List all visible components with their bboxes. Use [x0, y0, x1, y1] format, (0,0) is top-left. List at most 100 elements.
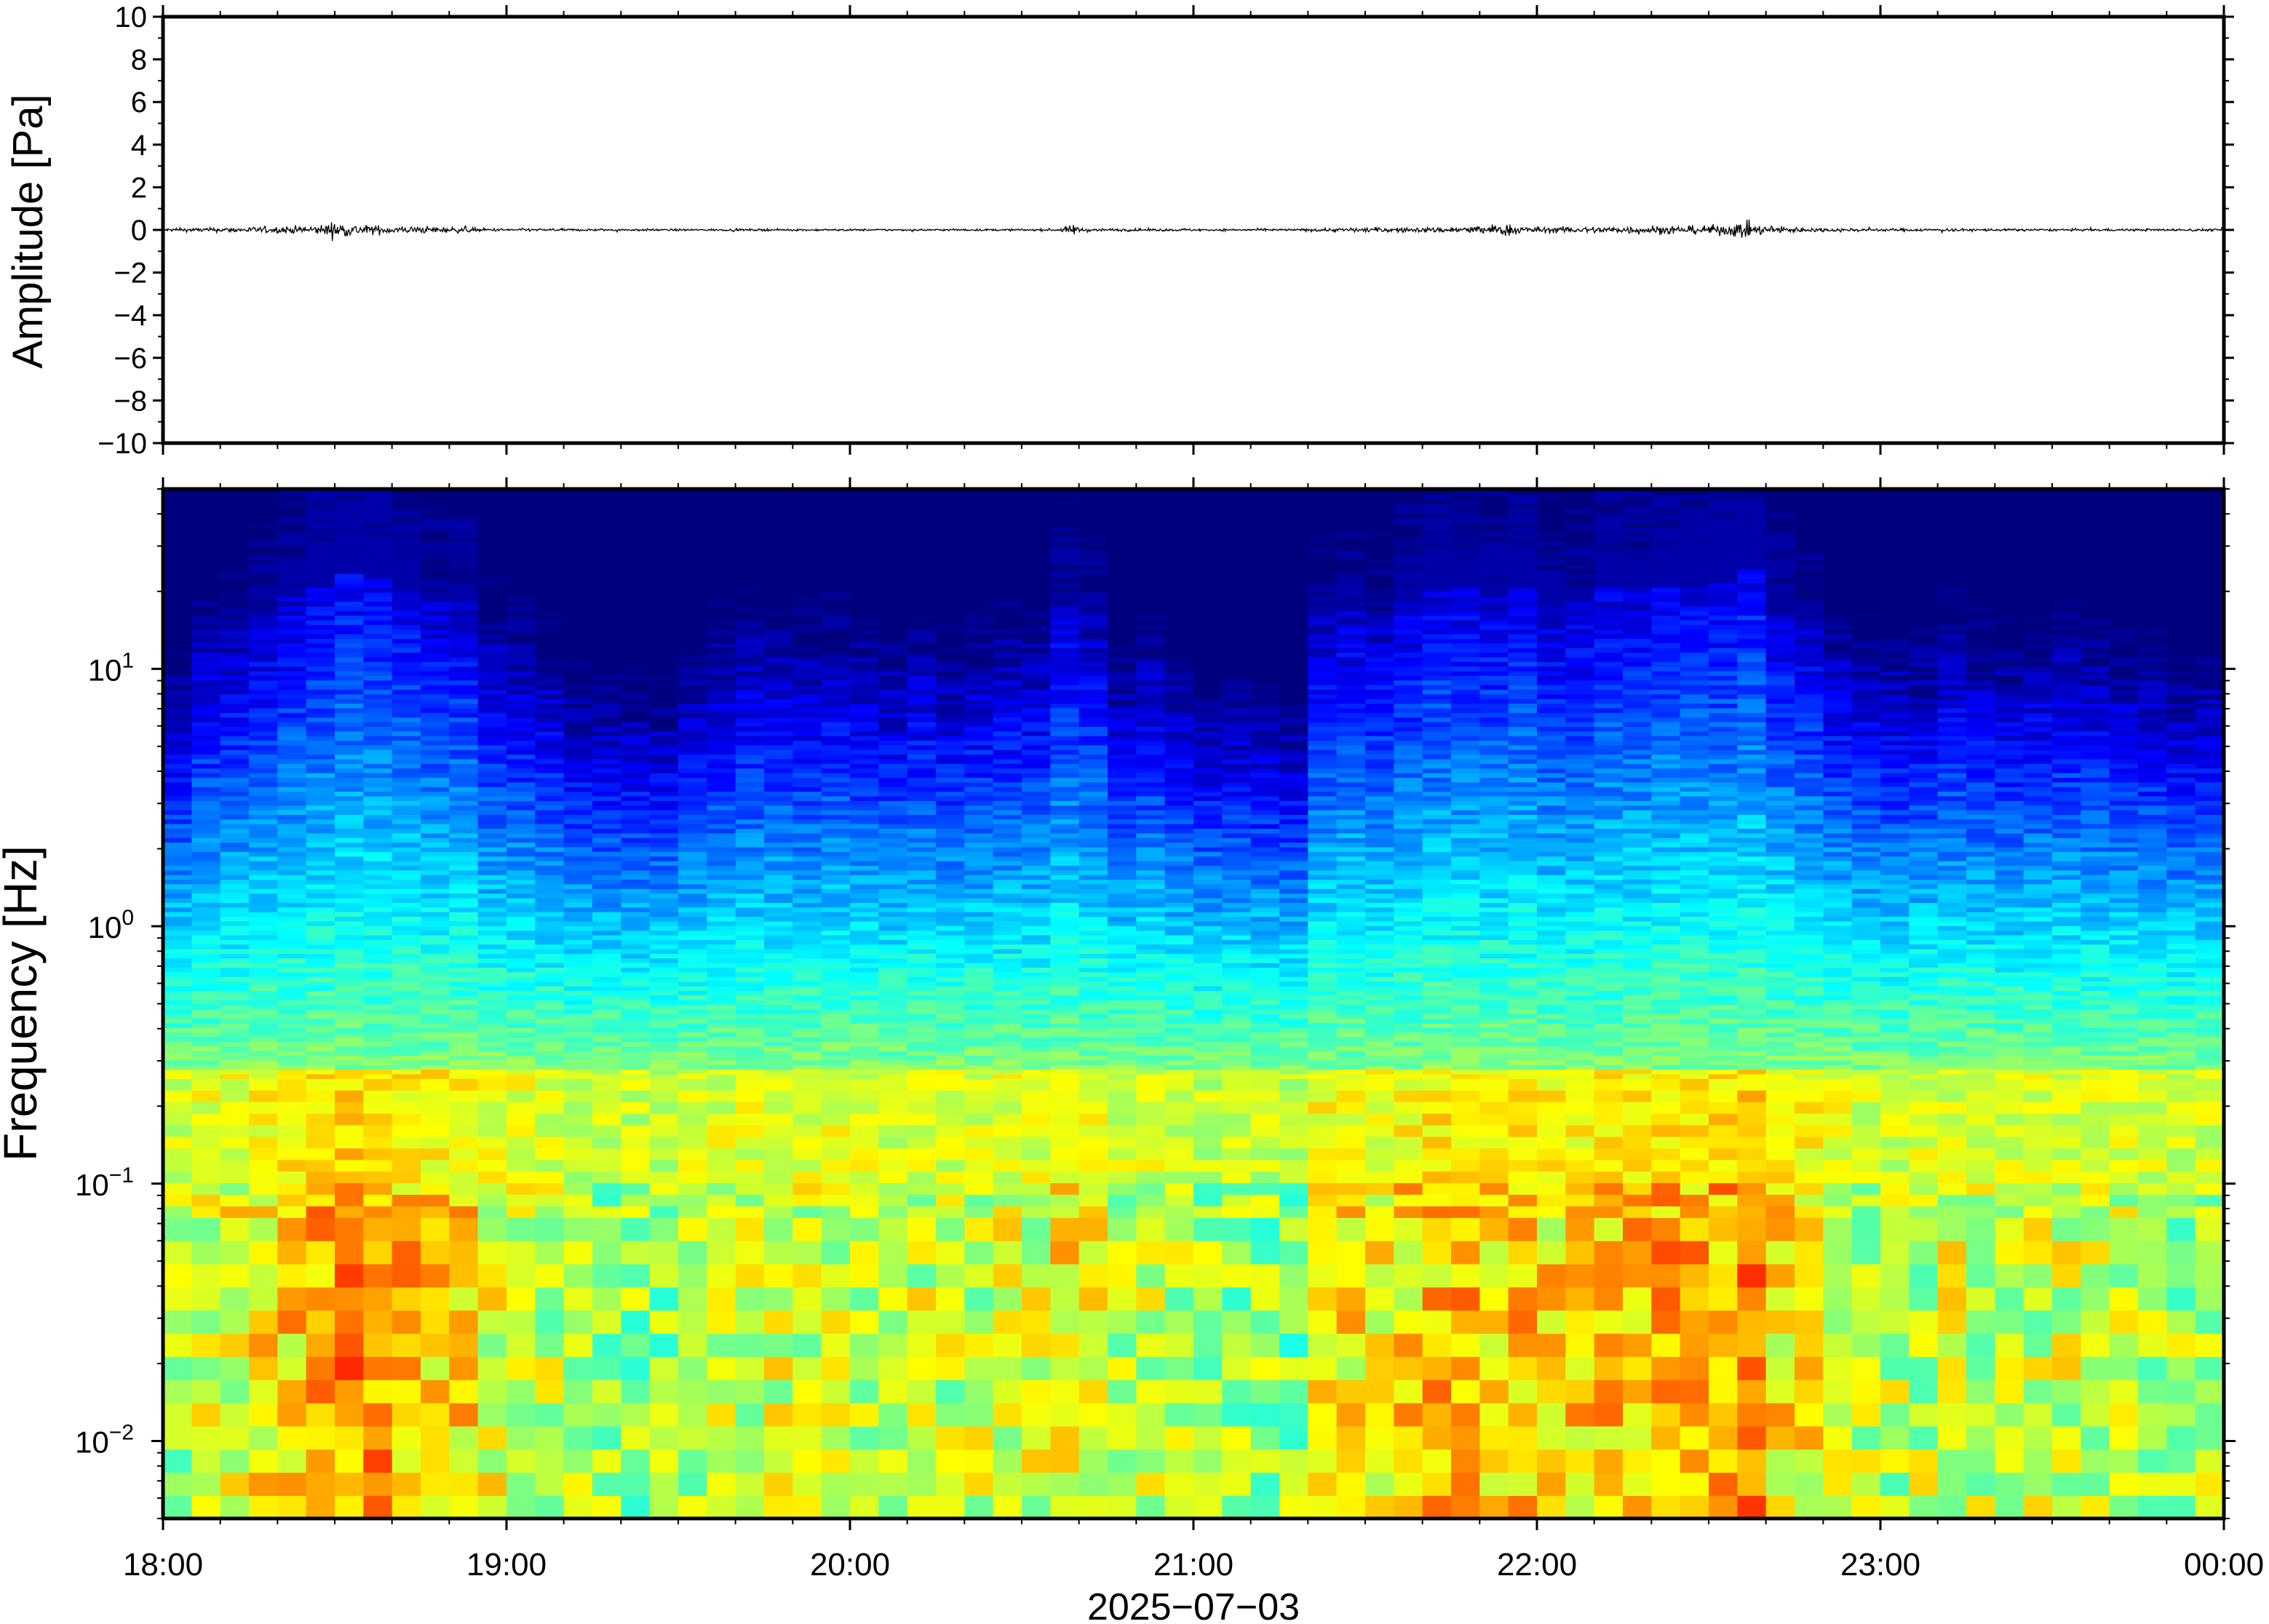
spectrogram-cell: [1050, 754, 1080, 760]
spectrogram-cell: [563, 1036, 593, 1042]
spectrogram-cell: [907, 860, 937, 866]
spectrogram-cell: [1022, 698, 1052, 704]
spectrogram-cell: [277, 1136, 307, 1149]
spectrogram-cell: [220, 568, 250, 574]
spectrogram-cell: [392, 1495, 421, 1518]
spectrogram-cell: [535, 550, 565, 556]
spectrogram-cell: [936, 642, 966, 648]
spectrogram-cell: [964, 846, 994, 852]
spectrogram-cell: [764, 856, 794, 861]
spectrogram-cell: [907, 536, 937, 542]
spectrogram-cell: [907, 559, 937, 565]
spectrogram-cell: [191, 1032, 221, 1038]
spectrogram-cell: [306, 809, 335, 815]
waveform-y-tick-label: 8: [131, 44, 147, 76]
spectrogram-cell: [850, 1263, 880, 1288]
spectrogram-cell: [477, 948, 507, 954]
spectrogram-cell: [907, 661, 937, 667]
spectrogram-cell: [335, 624, 365, 630]
spectrogram-cell: [707, 781, 736, 787]
spectrogram-cell: [335, 749, 365, 755]
spectrogram-cell: [392, 703, 421, 709]
spectrogram-cell: [735, 517, 765, 523]
spectrogram-cell: [277, 791, 307, 797]
spectrogram-cell: [306, 615, 335, 621]
spectrogram-cell: [821, 1182, 851, 1195]
spectrogram-cell: [592, 1050, 622, 1056]
spectrogram-cell: [477, 1263, 507, 1288]
spectrogram-cell: [993, 661, 1022, 667]
spectrogram-cell: [163, 1171, 193, 1184]
spectrogram-cell: [163, 689, 193, 695]
spectrogram-cell: [506, 958, 536, 963]
spectrogram-cell: [649, 976, 679, 982]
spectrogram-cell: [735, 1147, 765, 1161]
spectrogram-cell: [477, 647, 507, 653]
spectrogram-cell: [850, 1286, 880, 1311]
spectrogram-cell: [621, 883, 651, 889]
spectrogram-cell: [621, 735, 651, 741]
spectrogram-cell: [964, 578, 994, 584]
spectrogram-cell: [506, 842, 536, 848]
spectrogram-cell: [421, 624, 450, 630]
spectrogram-cell: [163, 624, 193, 630]
spectrogram-cell: [249, 893, 279, 899]
spectrogram-cell: [163, 1495, 193, 1518]
spectrogram-cell: [764, 1333, 794, 1357]
spectrogram-cell: [449, 1333, 479, 1357]
spectrogram-cell: [964, 652, 994, 658]
spectrogram-cell: [792, 564, 822, 570]
spectrogram-cell: [306, 907, 335, 912]
spectrogram-cell: [907, 1059, 937, 1065]
spectrogram-cell: [277, 865, 307, 871]
spectrogram-cell: [592, 1240, 622, 1265]
spectrogram-cell: [535, 920, 565, 926]
spectrogram-cell: [421, 522, 450, 528]
spectrogram-cell: [993, 531, 1022, 537]
spectrogram-cell: [821, 879, 851, 885]
spectrogram-cell: [392, 642, 421, 648]
spectrogram-cell: [821, 1449, 851, 1473]
spectrogram-cell: [878, 1240, 908, 1265]
spectrogram-cell: [964, 902, 994, 908]
spectrogram-cell: [163, 1073, 193, 1079]
spectrogram-cell: [1022, 874, 1052, 880]
spectrogram-cell: [477, 1013, 507, 1019]
spectrogram-cell: [249, 1022, 279, 1028]
spectrogram-cell: [249, 661, 279, 667]
spectrogram-cell: [249, 842, 279, 848]
spectrogram-cell: [592, 615, 622, 621]
spectrogram-cell: [1022, 531, 1052, 537]
spectrogram-cell: [993, 814, 1022, 820]
spectrogram-cell: [191, 791, 221, 797]
spectrogram-cell: [878, 749, 908, 755]
spectrogram-cell: [335, 1310, 365, 1334]
spectrogram-cell: [936, 689, 966, 695]
spectrogram-cell: [1022, 805, 1052, 811]
spectrogram-cell: [649, 1055, 679, 1061]
spectrogram-cell: [735, 633, 765, 639]
spectrogram-cell: [792, 735, 822, 741]
spectrogram-cell: [764, 1425, 794, 1450]
spectrogram-cell: [707, 559, 736, 565]
spectrogram-cell: [850, 1425, 880, 1450]
spectrogram-cell: [907, 503, 937, 509]
spectrogram-cell: [277, 934, 307, 940]
spectrogram-cell: [392, 879, 421, 885]
spectrogram-cell: [306, 754, 335, 760]
spectrogram-cell: [850, 1449, 880, 1473]
spectrogram-cell: [1050, 1333, 1080, 1357]
spectrogram-cell: [592, 754, 622, 760]
spectrogram-cell: [907, 1064, 937, 1070]
spectrogram-cell: [792, 953, 822, 959]
spectrogram-cell: [1022, 717, 1052, 723]
spectrogram-cell: [392, 763, 421, 769]
spectrogram-cell: [449, 1073, 479, 1079]
spectrogram-cell: [707, 985, 736, 991]
spectrogram-cell: [220, 1059, 250, 1065]
spectrogram-cell: [678, 1036, 708, 1042]
spectrogram-cell: [1022, 629, 1052, 634]
spectrogram-cell: [1050, 1379, 1080, 1404]
spectrogram-cell: [878, 642, 908, 648]
spectrogram-cell: [363, 550, 393, 556]
